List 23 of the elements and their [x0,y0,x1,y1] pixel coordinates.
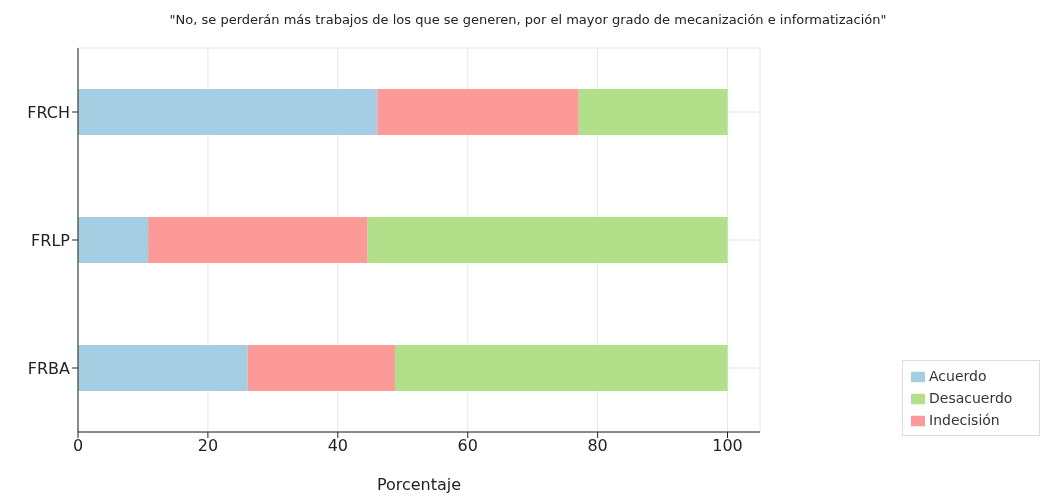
x-axis-title: Porcentaje [376,475,462,494]
x-tick-label: 0 [72,436,84,456]
bar [578,88,728,135]
legend-label: Desacuerdo [929,390,1013,406]
bar [78,216,149,263]
y-tick-label: FRLP [31,230,71,250]
x-tick-label: 60 [457,436,478,456]
legend-label: Indecisión [929,412,1000,428]
chart-title: "No, se perderán más trabajos de los que se generen, por el mayor grado de mecanización e informatización" [168,11,888,29]
x-tick-label: 40 [327,436,348,456]
bar [247,344,395,391]
x-tick-label: 20 [197,436,219,456]
bar [148,216,368,263]
bar [78,344,248,391]
bar [367,216,728,263]
y-tick-label: FRBA [27,358,71,378]
y-tick-label: FRCH [27,102,70,122]
bar [78,88,378,135]
bar [394,344,728,391]
bar [377,88,579,135]
legend-label: Acuerdo [929,368,987,384]
x-tick-label: 80 [587,436,608,456]
x-tick-label: 100 [712,436,743,456]
